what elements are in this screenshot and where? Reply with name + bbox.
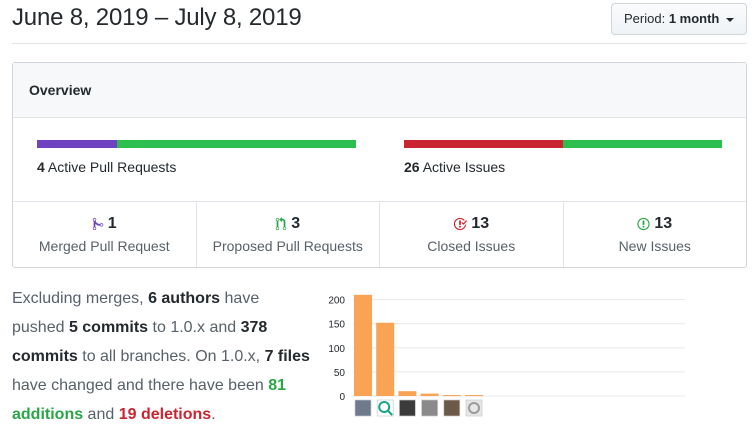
summary-text-1: Excluding merges,	[12, 290, 149, 307]
issues-closed-segment	[404, 140, 563, 148]
y-tick-label: 0	[339, 392, 345, 403]
active-issues-label: Active Issues	[422, 159, 506, 175]
overview-bars: 4 Active Pull Requests 26 Active Issues	[13, 118, 746, 202]
proposed-pull-requests-count: 3	[291, 215, 301, 232]
commit-summary: Excluding merges, 6 authors have pushed …	[12, 284, 312, 429]
avatar-glyph	[378, 401, 391, 413]
period-dropdown-button[interactable]: Period: 1 month	[610, 3, 747, 35]
bar	[465, 395, 483, 397]
issues-open-segment	[563, 140, 722, 148]
y-tick-label: 50	[334, 368, 346, 379]
deletions-count: 19 deletions	[118, 406, 212, 423]
merged-pull-requests-label: Merged Pull Request	[38, 238, 170, 254]
issues-bar[interactable]	[404, 140, 722, 148]
new-issues-count: 13	[654, 215, 673, 232]
bar	[420, 393, 439, 396]
closed-issues-stat[interactable]: 13 Closed Issues	[380, 202, 564, 267]
pull-request-icon	[276, 217, 287, 231]
y-tick-label: 100	[328, 344, 345, 355]
overview-box: Overview 4 Active Pull Requests 26 Activ…	[12, 62, 747, 268]
y-tick-label: 200	[328, 296, 345, 307]
summary-text-6: and	[83, 406, 119, 423]
branch-commits-count: 5 commits	[68, 319, 149, 336]
period-value: 1 month	[668, 11, 720, 26]
authors-count: 6 authors	[148, 290, 221, 307]
overview-title: Overview	[29, 82, 92, 98]
merged-pull-requests-stat[interactable]: 1 Merged Pull Request	[13, 202, 197, 267]
caret-down-icon	[726, 17, 734, 22]
bar	[442, 395, 461, 397]
contributors-chart: 0 50 100 150 200	[328, 294, 685, 417]
date-range-title: June 8, 2019 – July 8, 2019	[12, 4, 302, 31]
bar	[376, 322, 395, 396]
additions-count: 81 additions	[12, 377, 287, 423]
issue-opened-icon	[637, 217, 650, 231]
pr-merged-segment	[37, 140, 117, 148]
proposed-pull-requests-label: Proposed Pull Requests	[212, 238, 363, 254]
merged-pull-requests-count: 1	[107, 215, 117, 232]
active-pull-requests-label: Active Pull Requests	[47, 159, 177, 175]
new-issues-stat[interactable]: 13 New Issues	[564, 202, 747, 267]
period-header: June 8, 2019 – July 8, 2019 Period: 1 mo…	[12, 0, 747, 44]
active-issues-count: 26	[404, 159, 420, 175]
summary-text-7: .	[211, 406, 216, 423]
summary-text-3: to 1.0.x and	[148, 319, 241, 336]
new-issues-label: New Issues	[618, 238, 691, 254]
pull-requests-bar[interactable]	[37, 140, 356, 148]
avatar-icon[interactable]	[354, 399, 372, 417]
avatar-glyph	[468, 402, 480, 414]
pr-open-segment	[116, 140, 356, 148]
avatar-icon[interactable]	[443, 399, 461, 417]
merge-icon	[92, 217, 104, 231]
all-commits-count: 378 commits	[12, 319, 268, 365]
summary-text-4: to all branches. On 1.0.x,	[77, 348, 265, 365]
summary-text-2: have pushed	[12, 290, 260, 336]
y-tick-label: 150	[328, 320, 345, 331]
proposed-pull-requests-stat[interactable]: 3 Proposed Pull Requests	[197, 202, 380, 267]
issue-closed-icon	[454, 217, 468, 231]
closed-issues-label: Closed Issues	[427, 238, 516, 254]
overview-header: Overview	[13, 63, 746, 118]
active-pull-requests-count: 4	[37, 159, 45, 175]
period-label: Period:	[623, 11, 666, 26]
avatar-icon[interactable]	[421, 399, 438, 417]
files-changed-count: 7 files	[264, 348, 310, 365]
avatar-icon[interactable]	[399, 399, 416, 417]
summary-text-5: have changed and there have been	[12, 377, 269, 394]
bar	[354, 294, 372, 396]
active-pull-requests-link[interactable]: 4 Active Pull Requests	[37, 159, 176, 175]
active-issues-link[interactable]: 26 Active Issues	[404, 159, 505, 175]
overview-stats: 1 Merged Pull Request 3 Proposed Pull Re…	[13, 202, 746, 267]
closed-issues-count: 13	[471, 215, 490, 232]
bar	[398, 391, 417, 396]
avatar-glyph	[386, 409, 393, 416]
